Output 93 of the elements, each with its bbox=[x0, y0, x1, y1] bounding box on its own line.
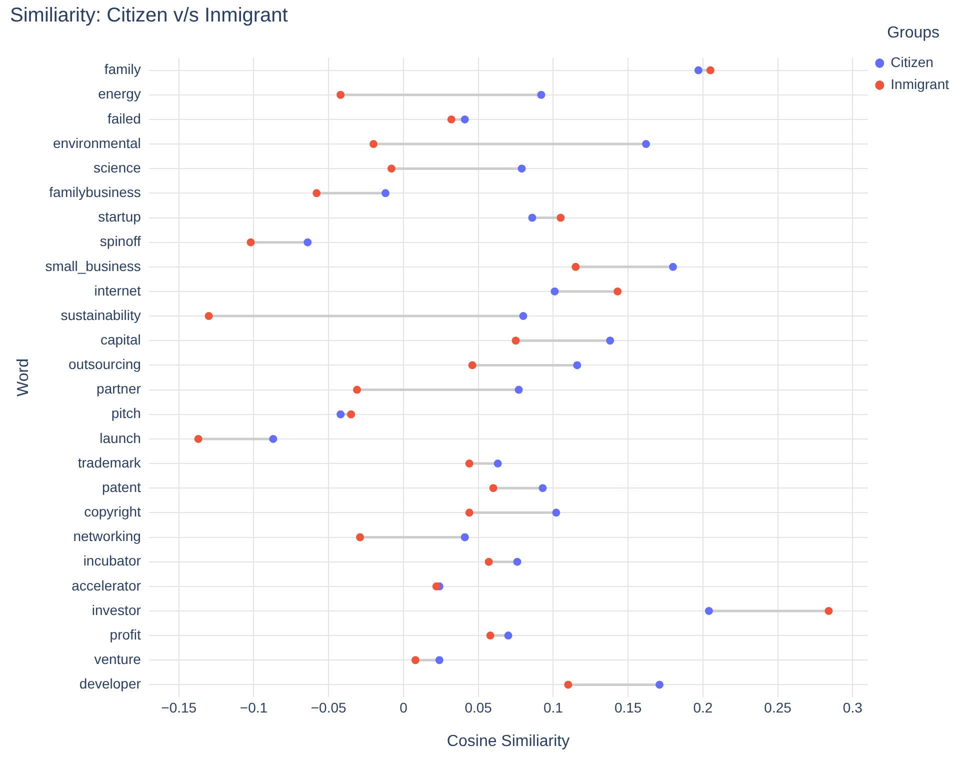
point bbox=[465, 460, 474, 468]
point bbox=[642, 140, 650, 148]
x-tick-label: 0.25 bbox=[764, 699, 792, 716]
y-tick-label: sustainability bbox=[60, 306, 141, 323]
y-tick-label: venture bbox=[94, 650, 142, 667]
y-tick-label: familybusiness bbox=[49, 184, 141, 200]
point bbox=[572, 262, 580, 271]
point bbox=[204, 312, 213, 320]
x-tick-label: 0.1 bbox=[543, 699, 564, 716]
legend-label: Citizen bbox=[890, 54, 934, 70]
point bbox=[704, 606, 713, 615]
legend-label: Inmigrant bbox=[890, 76, 950, 92]
point bbox=[513, 558, 522, 566]
y-tick-label: networking bbox=[73, 528, 141, 544]
point bbox=[564, 680, 572, 689]
y-tick-label: accelerator bbox=[72, 577, 142, 594]
point bbox=[573, 361, 582, 370]
point bbox=[447, 115, 456, 124]
y-tick-label: family bbox=[104, 61, 141, 78]
x-axis-title: Cosine Similiarity bbox=[446, 732, 570, 750]
point bbox=[269, 434, 278, 443]
y-tick-label: partner bbox=[96, 380, 142, 397]
point bbox=[486, 632, 494, 640]
point bbox=[556, 214, 565, 222]
point bbox=[514, 386, 523, 394]
point bbox=[312, 189, 321, 198]
point bbox=[537, 90, 546, 99]
point bbox=[435, 656, 444, 664]
point bbox=[246, 238, 255, 246]
point bbox=[381, 189, 390, 198]
y-tick-label: science bbox=[93, 159, 142, 176]
y-tick-label: developer bbox=[79, 676, 142, 692]
point bbox=[668, 262, 677, 271]
x-tick-label: 0.05 bbox=[464, 699, 492, 716]
point bbox=[194, 434, 202, 443]
y-tick-label: startup bbox=[98, 208, 142, 225]
point bbox=[656, 680, 664, 689]
x-tick-label: 0.15 bbox=[614, 699, 642, 716]
point bbox=[824, 606, 833, 615]
point bbox=[706, 66, 714, 74]
point bbox=[519, 312, 528, 320]
point bbox=[387, 164, 396, 173]
y-tick-label: failed bbox=[107, 110, 141, 126]
point bbox=[336, 90, 345, 99]
y-tick-label: spinoff bbox=[100, 233, 142, 250]
y-tick-label: trademark bbox=[78, 454, 142, 470]
point bbox=[468, 361, 476, 370]
point bbox=[552, 508, 560, 517]
y-tick-label: energy bbox=[98, 86, 141, 102]
y-tick-label: patent bbox=[102, 478, 142, 495]
point bbox=[489, 484, 498, 492]
point bbox=[606, 336, 614, 345]
y-tick-label: internet bbox=[94, 282, 142, 298]
point bbox=[538, 484, 547, 492]
y-tick-label: small_business bbox=[45, 258, 141, 274]
point bbox=[528, 214, 536, 222]
y-tick-label: pitch bbox=[111, 405, 141, 422]
point bbox=[484, 558, 493, 566]
point bbox=[494, 460, 502, 468]
point bbox=[460, 533, 469, 542]
y-tick-label: incubator bbox=[83, 552, 142, 569]
x-tick-label: −0.1 bbox=[240, 699, 268, 716]
chart-title: Similiarity: Citizen v/s Inmigrant bbox=[10, 4, 288, 27]
point bbox=[336, 410, 345, 418]
y-tick-label: outsourcing bbox=[68, 356, 141, 372]
point bbox=[353, 386, 362, 394]
x-tick-label: −0.05 bbox=[310, 699, 347, 716]
point bbox=[504, 632, 512, 640]
y-tick-label: capital bbox=[100, 331, 141, 348]
x-tick-label: 0.3 bbox=[842, 699, 863, 716]
point bbox=[465, 508, 474, 517]
point bbox=[356, 533, 364, 542]
y-tick-label: environmental bbox=[52, 134, 141, 151]
x-tick-label: 0 bbox=[400, 699, 408, 716]
point bbox=[460, 115, 469, 124]
y-axis-title: Word bbox=[15, 358, 32, 396]
point bbox=[550, 287, 559, 296]
y-tick-label: investor bbox=[92, 602, 142, 618]
point bbox=[304, 238, 312, 246]
y-tick-label: launch bbox=[100, 430, 141, 446]
point bbox=[518, 164, 526, 173]
point bbox=[370, 140, 378, 148]
point bbox=[694, 66, 702, 74]
point bbox=[432, 582, 440, 590]
y-tick-label: copyright bbox=[84, 504, 142, 520]
point bbox=[512, 336, 520, 345]
x-tick-label: −0.15 bbox=[161, 699, 197, 716]
x-tick-label: 0.2 bbox=[693, 699, 713, 716]
point bbox=[347, 410, 356, 418]
y-tick-label: profit bbox=[110, 626, 142, 642]
legend-title: Groups bbox=[887, 24, 940, 42]
point bbox=[614, 287, 622, 296]
point bbox=[411, 656, 420, 664]
